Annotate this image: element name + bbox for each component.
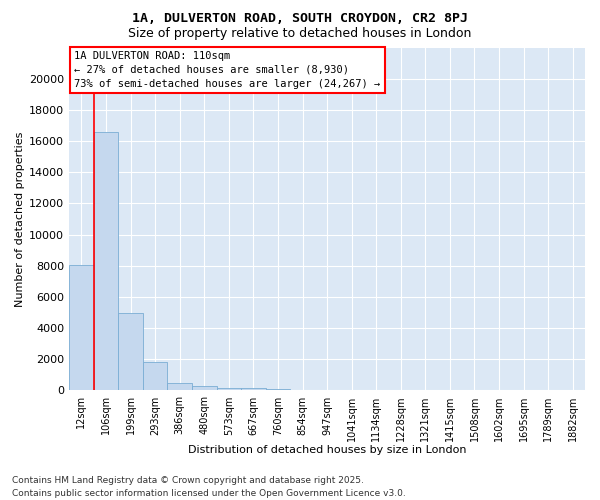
X-axis label: Distribution of detached houses by size in London: Distribution of detached houses by size … [188, 445, 466, 455]
Bar [217, 388, 241, 390]
Text: 1A DULVERTON ROAD: 110sqm
← 27% of detached houses are smaller (8,930)
73% of se: 1A DULVERTON ROAD: 110sqm ← 27% of detac… [74, 51, 380, 89]
Y-axis label: Number of detached properties: Number of detached properties [15, 132, 25, 306]
Bar [69, 265, 94, 390]
Bar [143, 362, 167, 390]
Bar [192, 386, 217, 390]
Text: Contains HM Land Registry data © Crown copyright and database right 2025.
Contai: Contains HM Land Registry data © Crown c… [12, 476, 406, 498]
Text: Size of property relative to detached houses in London: Size of property relative to detached ho… [128, 28, 472, 40]
Text: 1A, DULVERTON ROAD, SOUTH CROYDON, CR2 8PJ: 1A, DULVERTON ROAD, SOUTH CROYDON, CR2 8… [132, 12, 468, 26]
Bar [94, 132, 118, 390]
Bar [118, 312, 143, 390]
Bar [241, 388, 266, 390]
Bar [167, 382, 192, 390]
